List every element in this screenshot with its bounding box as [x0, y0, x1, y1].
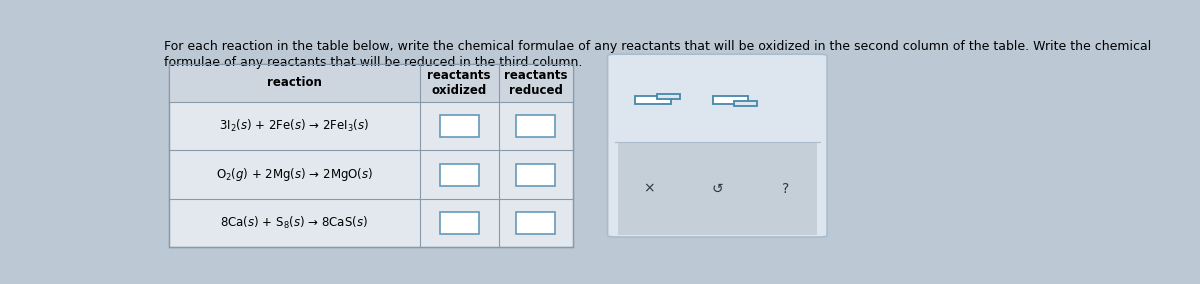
- Text: ×: ×: [643, 182, 655, 196]
- Text: For each reaction in the table below, write the chemical formulae of any reactan: For each reaction in the table below, wr…: [164, 39, 1151, 69]
- Bar: [439, 212, 479, 234]
- Bar: [516, 164, 556, 185]
- Bar: [439, 164, 479, 185]
- Bar: [516, 212, 556, 234]
- Bar: [636, 96, 671, 104]
- Bar: [516, 115, 556, 137]
- Text: 8Ca($s$) + S$_8$($s$) → 8CaS($s$): 8Ca($s$) + S$_8$($s$) → 8CaS($s$): [220, 215, 368, 231]
- Bar: [618, 142, 817, 235]
- Text: reactants
reduced: reactants reduced: [504, 69, 568, 97]
- Text: reaction: reaction: [266, 76, 322, 89]
- Text: ↺: ↺: [712, 182, 724, 196]
- Bar: [713, 96, 748, 104]
- Text: reactants
oxidized: reactants oxidized: [427, 69, 491, 97]
- Text: O$_2$($g$) + 2Mg($s$) → 2MgO($s$): O$_2$($g$) + 2Mg($s$) → 2MgO($s$): [216, 166, 373, 183]
- Bar: [439, 115, 479, 137]
- Text: ?: ?: [782, 182, 790, 196]
- FancyBboxPatch shape: [607, 54, 827, 237]
- Bar: [656, 94, 680, 99]
- Text: 3I$_2$($s$) + 2Fe($s$) → 2FeI$_3$($s$): 3I$_2$($s$) + 2Fe($s$) → 2FeI$_3$($s$): [220, 118, 370, 134]
- Bar: [168, 64, 574, 102]
- Bar: [168, 64, 574, 247]
- Bar: [734, 101, 757, 106]
